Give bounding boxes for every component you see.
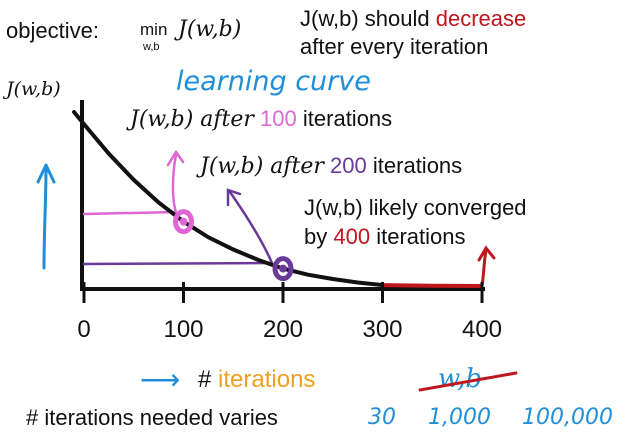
annotation-200-suffix: iterations (372, 153, 463, 178)
x-caption: # iterations (198, 366, 315, 394)
example-30: 30 (368, 405, 396, 430)
cost-curve-line (72, 110, 385, 288)
objective-expr: J(w,b) (178, 17, 242, 42)
example-1000: 1,000 (428, 405, 491, 430)
note-decrease: decrease (435, 6, 527, 31)
annotation-200-value: 200 (330, 153, 367, 178)
y-up-arrow-icon (36, 163, 56, 270)
highlight-point-100 (173, 209, 194, 235)
converged-segment-line (382, 283, 483, 288)
annotation-100-suffix: iterations (302, 106, 393, 131)
annotation-400-by: by (304, 224, 328, 249)
guide-100-icon (82, 149, 185, 216)
highlight-dot-100 (179, 217, 188, 226)
ticks-layer: 0 100 200 300 400 (77, 282, 502, 343)
x-caption-word: iterations (218, 366, 316, 393)
highlight-point-200 (272, 256, 294, 282)
example-100000: 100,000 (522, 405, 613, 430)
note-line1: J(w,b) should decrease (300, 6, 526, 32)
note-line1-prefix: J(w,b) should (300, 6, 430, 31)
annotation-400-line1: J(w,b) likely converged (304, 195, 527, 220)
highlight-dot-200 (279, 264, 287, 273)
annotation-200-prefix: J(w,b) after (200, 154, 324, 179)
x-tick-label-300: 300 (362, 316, 402, 343)
annotation-400-value: 400 (333, 224, 371, 249)
objective-min-sub: w,b (143, 41, 160, 53)
annotation-100-value: 100 (260, 106, 297, 131)
annotation-200: J(w,b) after 200 iterations (200, 153, 462, 179)
note-line2: after every iteration (300, 34, 489, 59)
x-tick-label-0: 0 (77, 316, 90, 343)
arrow-right-icon: ⟶ (140, 364, 181, 395)
x-caption-hash: # (198, 366, 212, 393)
converged-arrow-icon (477, 245, 496, 288)
bottom-text: # iterations needed varies (26, 405, 278, 430)
x-tick-label-200: 200 (263, 316, 303, 343)
annotation-100-prefix: J(w,b) after (130, 107, 254, 132)
annotation-100: J(w,b) after 100 iterations (130, 106, 392, 132)
x-tick-label-100: 100 (163, 316, 203, 343)
chart-title: learning curve (176, 66, 371, 97)
y-axis-label: J(w,b) (6, 78, 61, 100)
objective-label: objective: (6, 18, 99, 43)
annotation-400-suffix: iterations (376, 224, 466, 249)
curve-layer (72, 110, 483, 288)
annotation-400-line2: by 400 iterations (304, 224, 466, 250)
objective-min: min (140, 20, 168, 39)
guide-200-icon (82, 188, 274, 266)
x-tick-label-400: 400 (462, 316, 502, 343)
